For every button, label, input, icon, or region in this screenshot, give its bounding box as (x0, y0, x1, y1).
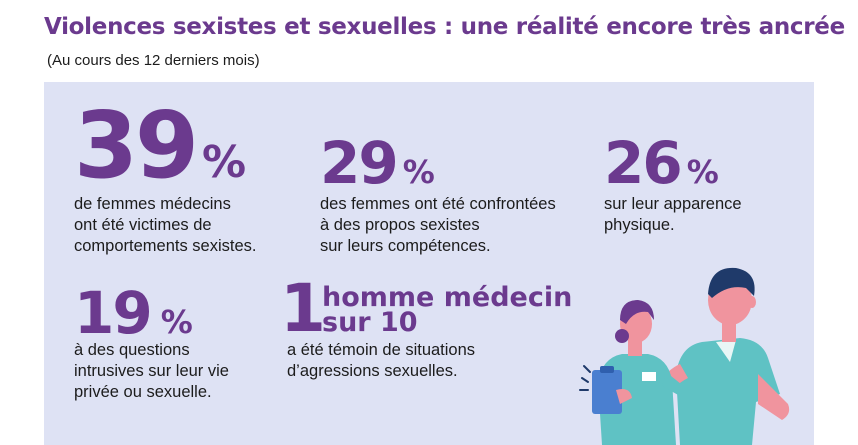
stat-unit: % (686, 153, 719, 191)
desc-line: ont été victimes de (74, 216, 212, 234)
desc-line: comportements sexistes. (74, 237, 257, 255)
stat-39: 39% (74, 100, 246, 192)
stat-19: 19% (74, 284, 193, 342)
clipboard-icon (592, 366, 622, 414)
stat-description: de femmes médecins ont été victimes de c… (74, 194, 256, 257)
stats-panel: 39% de femmes médecins ont été victimes … (44, 82, 814, 445)
stat-value: 26 (604, 129, 683, 197)
stat-description: des femmes ont été confrontées à des pro… (320, 194, 556, 257)
desc-line: physique. (604, 216, 675, 234)
stat-value: 1 (280, 270, 326, 347)
stat-label-line: sur 10 (322, 307, 418, 338)
stat-description: a été témoin de situations d’agressions … (287, 340, 475, 382)
page-subtitle: (Au cours des 12 derniers mois) (47, 52, 260, 69)
healthcare-workers-illustration (579, 267, 790, 445)
stat-description: sur leur apparence physique. (604, 194, 742, 236)
desc-line: à des questions (74, 341, 190, 359)
stat-29: 29% (320, 134, 435, 192)
page-title: Violences sexistes et sexuelles : une ré… (44, 14, 845, 40)
stat-unit: % (402, 153, 435, 191)
desc-line: intrusives sur leur vie (74, 362, 229, 380)
desc-line: des femmes ont été confrontées (320, 195, 556, 213)
stat-value: 39 (74, 92, 199, 199)
stat-value: 29 (320, 129, 399, 197)
stat-unit: % (160, 303, 193, 341)
desc-line: privée ou sexuelle. (74, 383, 212, 401)
stat-label: homme médecin sur 10 (322, 282, 573, 338)
desc-line: d’agressions sexuelles. (287, 362, 458, 380)
stat-value: 19 (74, 279, 153, 347)
stat-description: à des questions intrusives sur leur vie … (74, 340, 229, 403)
stat-unit: % (202, 137, 247, 188)
badge-icon (642, 372, 656, 381)
desc-line: a été témoin de situations (287, 341, 476, 359)
desc-line: sur leurs compétences. (320, 237, 491, 255)
female-doctor (579, 300, 686, 445)
desc-line: à des propos sexistes (320, 216, 480, 234)
stat-label-line: homme médecin (322, 282, 573, 313)
desc-line: de femmes médecins (74, 195, 231, 213)
stat-26: 26% (604, 134, 719, 192)
desc-line: sur leur apparence (604, 195, 742, 213)
stat-1-sur-10: 1 (280, 276, 326, 342)
